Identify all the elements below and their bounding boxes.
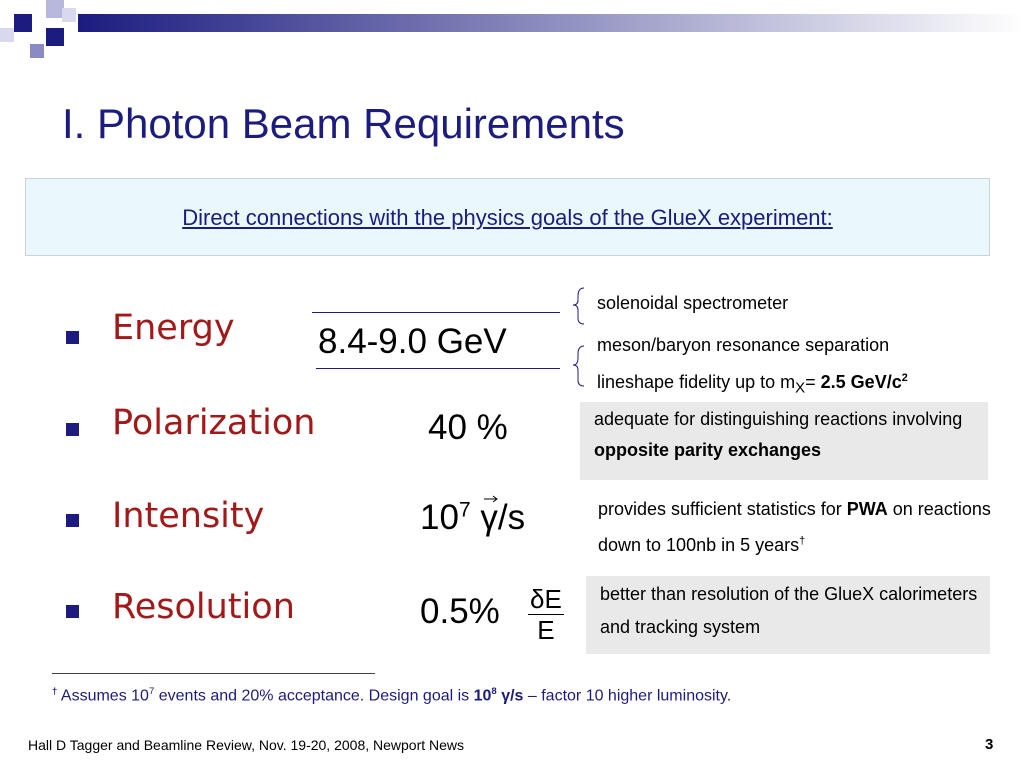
superscript: †	[52, 686, 58, 697]
label: Resolution	[112, 587, 295, 627]
arrow	[484, 495, 499, 503]
text: on reactions down to 100nb in 5 years	[598, 499, 991, 555]
bold: γ/s	[496, 687, 524, 705]
superscript: †	[799, 535, 806, 547]
fraction: δE E	[528, 584, 564, 645]
text: Assumes 10	[57, 687, 149, 705]
note: lineshape fidelity up to mX= 2.5 GeV/c2	[597, 362, 908, 405]
rule	[52, 673, 375, 674]
bullet	[66, 423, 79, 436]
superscript: 7	[148, 686, 155, 697]
text: provides sufficient statistics for	[598, 499, 847, 519]
bold: PWA	[846, 499, 888, 519]
note-box: better than resolution of the GlueX calo…	[586, 576, 990, 654]
value: 0.5%	[420, 592, 500, 631]
title: I. Photon Beam Requirements	[62, 100, 625, 147]
decoration	[0, 0, 1024, 58]
text: adequate for distinguishing reactions in…	[594, 409, 963, 429]
footer: Hall D Tagger and Beamline Review, Nov. …	[28, 737, 465, 753]
text: γ	[480, 498, 498, 537]
text: /s	[497, 498, 526, 537]
gamma: γ	[480, 495, 499, 537]
denominator: E	[537, 615, 555, 645]
note-box: adequate for distinguishing reactions in…	[580, 402, 988, 480]
label: Energy	[112, 308, 235, 348]
bold: 10	[473, 687, 492, 705]
braces	[572, 287, 585, 387]
text: =	[805, 372, 821, 392]
superscript: 7	[458, 498, 471, 522]
text: events and 20% acceptance. Design goal i…	[154, 687, 474, 705]
value: 8.4-9.0 GeV	[318, 322, 507, 361]
numerator: δE	[528, 584, 564, 615]
superscript: 8	[491, 686, 497, 697]
value: 40 %	[428, 408, 508, 447]
bullet	[66, 605, 79, 618]
text: – factor 10 higher luminosity.	[523, 687, 732, 705]
banner-text: Direct connections with the physics goal…	[182, 205, 833, 230]
label: Polarization	[112, 403, 316, 443]
page-number: 3	[985, 736, 994, 753]
footnote: † Assumes 107 events and 20% acceptance.…	[52, 686, 731, 705]
note: meson/baryon resonance separation	[597, 335, 890, 355]
text: lineshape fidelity up to m	[597, 372, 796, 392]
rule	[316, 368, 560, 369]
bullet	[66, 331, 79, 344]
label: Intensity	[112, 496, 265, 536]
superscript: 2	[901, 372, 908, 384]
bullet	[66, 514, 79, 527]
text: 10	[420, 498, 459, 537]
rule	[312, 312, 560, 313]
bold: 2.5 GeV/c	[820, 372, 902, 392]
banner: Direct connections with the physics goal…	[25, 178, 990, 256]
value: 107 γ/s	[420, 495, 526, 538]
note: solenoidal spectrometer	[597, 293, 789, 313]
bold: opposite parity exchanges	[594, 440, 822, 460]
subscript: X	[795, 379, 806, 397]
note: provides sufficient statistics for PWA o…	[598, 493, 998, 561]
